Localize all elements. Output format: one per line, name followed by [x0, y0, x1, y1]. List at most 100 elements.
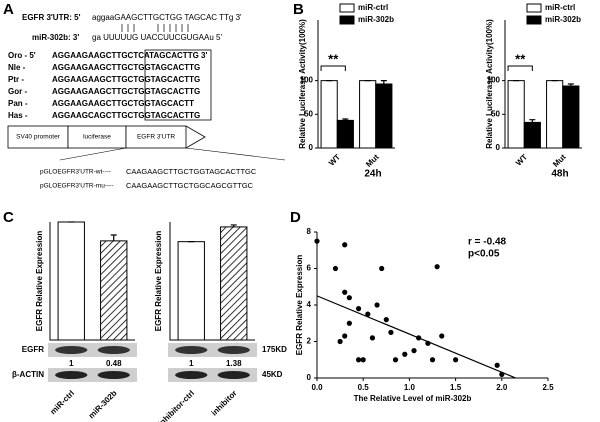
blot-band	[97, 346, 130, 354]
y-axis-label: Relative Luciferase Activity(100%)	[485, 19, 494, 149]
annotation: p<0.05	[468, 249, 500, 260]
seed-box	[144, 49, 212, 121]
y-tick-label: 6	[307, 264, 312, 273]
species-name: Has -	[8, 111, 28, 120]
y-tick-label: 100	[487, 76, 501, 85]
plasmid-seq: CAAGAAGCTTGCTGGTAGCACTTGC	[126, 167, 257, 176]
trend-line	[316, 295, 516, 379]
point	[402, 351, 408, 357]
y-tick-label: 0	[496, 143, 501, 152]
blot-band	[97, 371, 130, 379]
point	[332, 265, 339, 272]
point	[346, 320, 352, 326]
bar	[546, 80, 564, 149]
blot-band	[217, 346, 250, 354]
point	[337, 338, 343, 345]
y-tick-label: 0	[307, 373, 312, 382]
x-tick-label: 1.5	[450, 383, 462, 392]
blot-band	[55, 346, 88, 354]
panel-label: A	[3, 1, 14, 18]
bar	[320, 80, 338, 149]
point	[494, 362, 500, 368]
bar	[220, 226, 248, 341]
species-seq: AGGAAGAAGCTTGCTGGTAGCACTTG	[52, 75, 200, 84]
point	[355, 306, 362, 312]
point	[355, 357, 362, 363]
x-axis-label: 24h	[364, 169, 381, 180]
construct-label: SV40 promoter	[16, 134, 61, 141]
point	[383, 317, 389, 323]
legend-label: miR-302b	[358, 15, 394, 24]
bar	[359, 80, 377, 149]
point	[365, 311, 371, 317]
error-bar	[380, 80, 387, 84]
point	[453, 357, 459, 363]
point	[374, 302, 380, 308]
y-tick-label: 8	[307, 227, 312, 236]
y-axis-label: EGFR Relative Expression	[35, 231, 44, 332]
y-axis-label: EGFR Relative Expression	[154, 231, 163, 332]
point	[360, 357, 366, 363]
x-axis-label: 48h	[551, 169, 568, 180]
species-name: Ptr -	[8, 75, 24, 84]
x-tick-label: WT	[327, 152, 342, 167]
axis	[316, 232, 548, 379]
y-axis-label: EGFR Relative Expression	[295, 255, 304, 356]
blot-row-label: EGFR	[22, 345, 44, 354]
point	[388, 329, 394, 335]
point	[429, 357, 436, 363]
x-tick-label: 2.5	[542, 383, 554, 392]
x-axis-label: The Relative Level of miR-302b	[354, 394, 472, 403]
x-tick-label: inhibitor-ctrl	[156, 389, 196, 422]
x-tick-label: WT	[514, 152, 529, 167]
species-name: Nle -	[8, 63, 26, 72]
species-name: Gor -	[8, 87, 27, 96]
y-axis-label: Relative Luciferase Activity(100%)	[298, 19, 307, 149]
x-tick-label: inhibitor	[210, 389, 239, 418]
legend-label: miR-302b	[545, 15, 581, 24]
error-bar	[110, 234, 117, 241]
legend-swatch	[339, 3, 355, 13]
point	[342, 242, 348, 248]
mir-seq: ga UUUUUG UACCUUCGUGAAu 5'	[92, 33, 222, 42]
band-level: 1	[69, 359, 74, 368]
point	[342, 289, 348, 295]
bar	[177, 241, 205, 341]
bar	[375, 83, 393, 149]
plasmid-name: pGLOEGFR3'UTR-wt----	[40, 169, 111, 176]
legend-swatch	[526, 15, 542, 25]
point	[434, 264, 440, 270]
band-level: 1.38	[226, 359, 242, 368]
species-seq: AGGAAGAAGCTTGCTGGTAGCACTTG	[52, 87, 200, 96]
significance: **	[515, 51, 526, 66]
point	[392, 357, 399, 363]
blot-band	[55, 371, 88, 379]
plasmid-name: pGLOEGFR3'UTR-mu----	[40, 183, 113, 190]
panel-label: B	[293, 1, 304, 18]
bar	[562, 85, 580, 149]
blot-row-label: β-ACTIN	[12, 370, 44, 379]
blot-band	[217, 371, 250, 379]
y-tick-label: 2	[307, 337, 312, 346]
bar	[336, 119, 354, 149]
blot-band	[175, 371, 208, 379]
species-name: Pan -	[8, 99, 28, 108]
error-bar	[342, 118, 349, 121]
error-bar	[529, 119, 536, 123]
panel-label: C	[3, 209, 14, 226]
point	[314, 238, 320, 244]
y-tick-label: 100	[300, 76, 314, 85]
point	[439, 333, 445, 339]
species-seq: AGGAAGCAGCTTGCTGGTAGCACTTG	[52, 111, 200, 120]
significance-bracket	[320, 65, 346, 71]
blot-band	[175, 346, 208, 354]
x-tick-label: 0.0	[311, 383, 323, 392]
bar	[507, 80, 525, 149]
x-tick-label: Mut	[364, 152, 381, 169]
x-tick-label: Mut	[551, 152, 568, 169]
legend-swatch	[526, 3, 542, 13]
species-seq: AGGAAGAAGCTTGCTCATAGCACTTG 3'	[52, 51, 207, 60]
y-tick-label: 0	[309, 143, 314, 152]
pairing-lines	[121, 24, 189, 32]
mir-label: miR-302b: 3'	[32, 33, 79, 42]
